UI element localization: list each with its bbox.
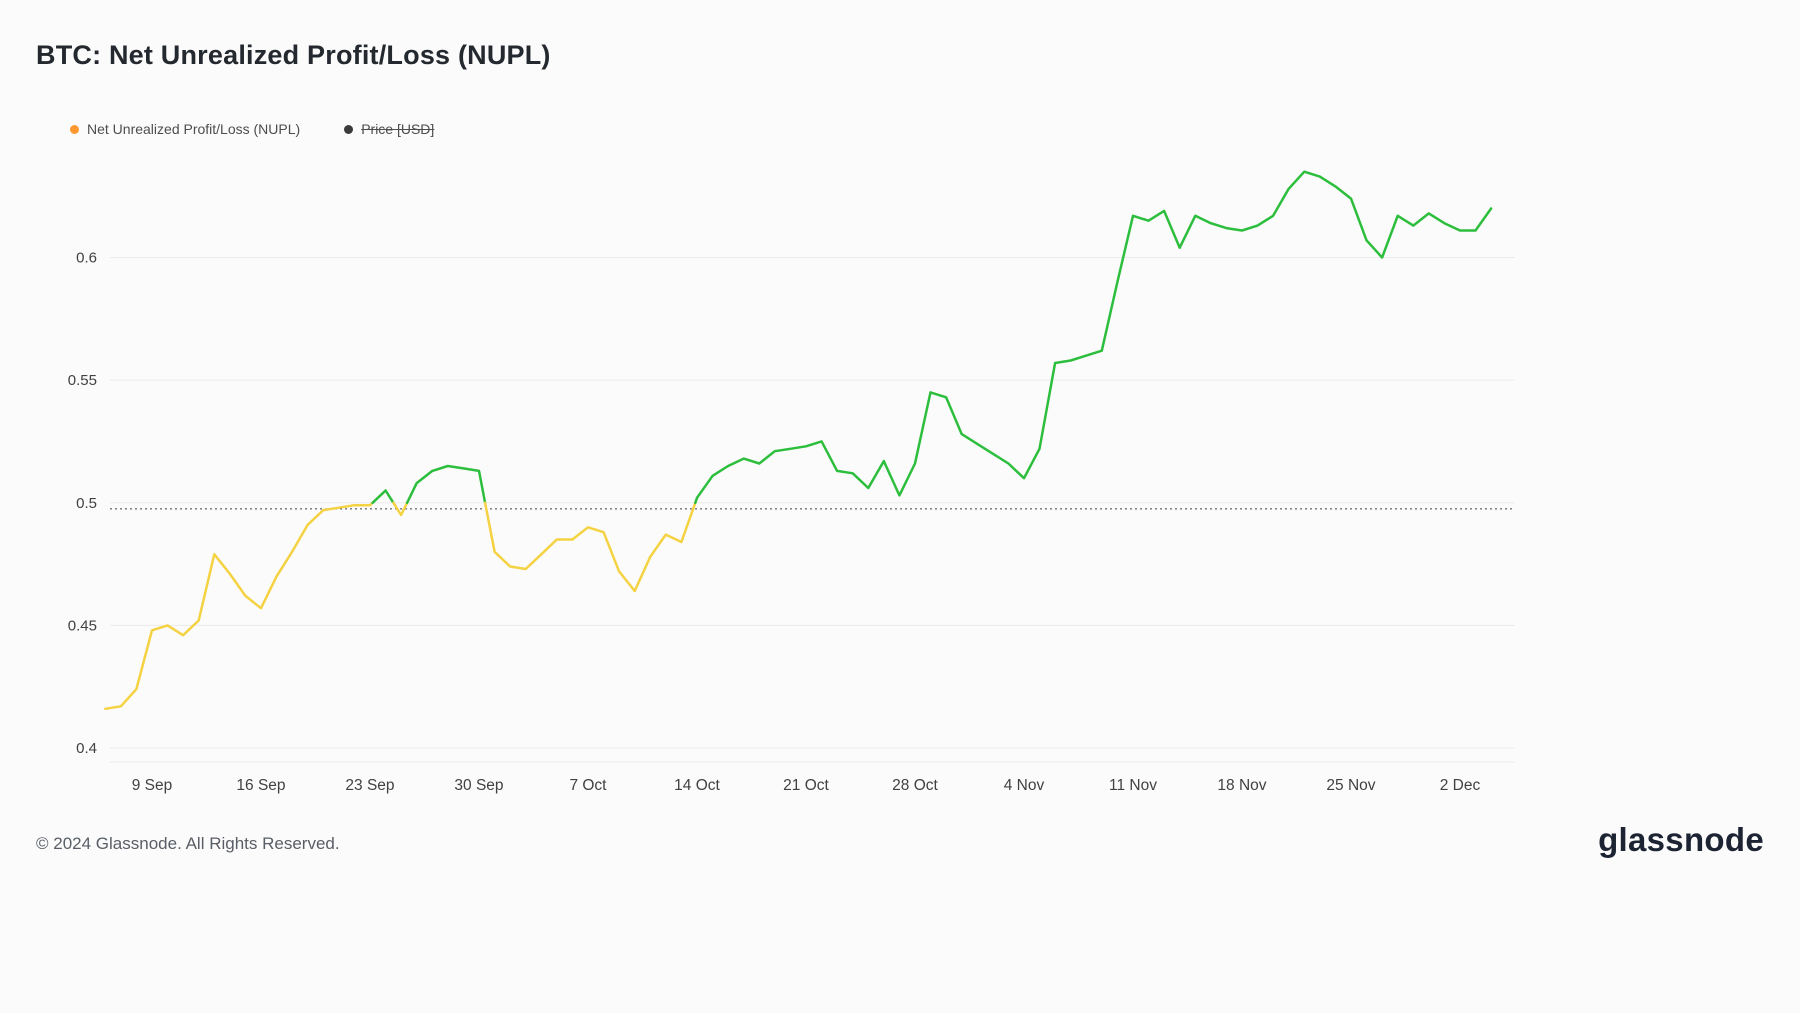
y-axis-tick-label: 0.45 [68,617,97,634]
x-axis-tick-label: 18 Nov [1217,777,1266,794]
copyright-text: © 2024 Glassnode. All Rights Reserved. [36,834,340,853]
price-legend-dot-icon [344,124,354,134]
nupl-line-segment [694,170,1493,505]
chart-legend: Net Unrealized Profit/Loss (NUPL) Price … [70,121,434,137]
x-axis-tick-label: 16 Sep [236,777,285,794]
nupl-line-segment [392,501,409,517]
legend-label-nupl: Net Unrealized Profit/Loss (NUPL) [87,121,301,137]
x-axis-tick-label: 28 Oct [892,777,938,794]
legend-item-nupl[interactable]: Net Unrealized Profit/Loss (NUPL) [70,121,300,137]
x-axis-tick-label: 4 Nov [1004,777,1045,794]
nupl-line-segment [483,501,697,593]
y-axis-tick-label: 0.4 [76,740,97,757]
nupl-legend-dot-icon [70,124,79,134]
nupl-line-segment [104,501,374,711]
y-axis-tick-label: 0.5 [76,495,97,512]
x-axis-tick-label: 21 Oct [783,777,829,794]
x-axis-tick-label: 14 Oct [674,777,720,794]
x-axis-tick-label: 7 Oct [569,777,607,794]
glassnode-logo[interactable]: glassnode [1598,821,1764,858]
x-axis-tick-label: 25 Nov [1326,777,1375,794]
y-axis-tick-label: 0.6 [76,250,97,267]
x-axis-tick-label: 23 Sep [345,777,394,794]
x-axis-tick-label: 30 Sep [454,777,503,794]
nupl-line-segment [405,464,487,505]
legend-item-price[interactable]: Price [USD] [344,121,434,137]
nupl-line-segment [371,489,395,505]
legend-label-price: Price [USD] [361,121,435,137]
page-title: BTC: Net Unrealized Profit/Loss (NUPL) [36,40,551,70]
x-axis-tick-label: 11 Nov [1109,777,1157,794]
x-axis-tick-label: 9 Sep [132,777,173,794]
x-axis-tick-label: 2 Dec [1440,777,1481,794]
y-axis-tick-label: 0.55 [68,372,97,389]
